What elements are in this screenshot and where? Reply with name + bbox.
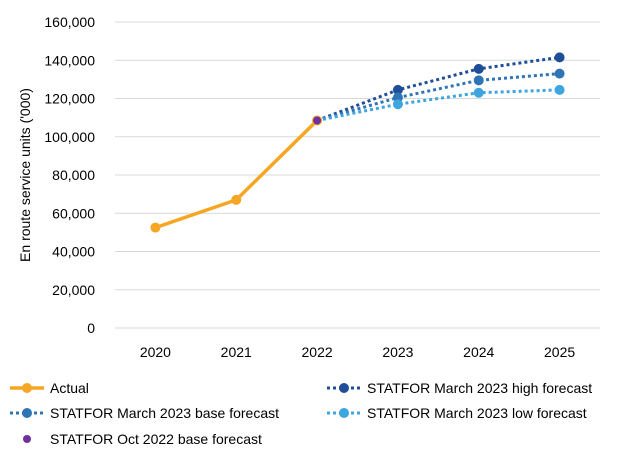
- legend-item: STATFOR March 2023 base forecast: [10, 405, 279, 421]
- y-tick-label: 100,000: [44, 129, 95, 145]
- y-tick-label: 140,000: [44, 52, 95, 68]
- series-line: [316, 55, 560, 122]
- y-tick-label: 80,000: [52, 167, 95, 183]
- grid-layer: [115, 21, 600, 329]
- series-line: [316, 88, 560, 122]
- y-tick-label: 60,000: [52, 205, 95, 221]
- series-group: [313, 116, 322, 125]
- data-point: [554, 68, 565, 79]
- y-tick-label: 120,000: [44, 91, 95, 107]
- legend-label: STATFOR March 2023 base forecast: [50, 405, 279, 421]
- x-tick-label: 2020: [140, 344, 171, 360]
- legend: Actual STATFOR March 2023 high forecast ST…: [10, 380, 592, 447]
- legend-label: STATFOR March 2023 low forecast: [367, 405, 587, 421]
- series-group: [316, 52, 565, 122]
- x-tick-label: 2023: [382, 344, 413, 360]
- data-point: [231, 194, 242, 205]
- y-tick-label: 20,000: [52, 282, 95, 298]
- x-tick-label: 2025: [544, 344, 575, 360]
- legend-item: Actual: [10, 380, 89, 396]
- data-point: [313, 116, 322, 125]
- legend-swatch-marker: [23, 435, 31, 443]
- y-axis-ticks: 0 20,000 40,000 60,000 80,000 100,000 120,000 1…: [44, 14, 95, 336]
- x-axis-ticks: 2020 2021 2022 2023 2024 2025: [140, 344, 576, 360]
- series-group: [316, 84, 565, 122]
- data-point: [473, 75, 484, 86]
- data-point: [554, 84, 565, 95]
- legend-label: STATFOR Oct 2022 base forecast: [50, 431, 262, 447]
- data-point: [554, 52, 565, 63]
- legend-item: STATFOR March 2023 high forecast: [327, 380, 592, 396]
- x-tick-label: 2022: [302, 344, 333, 360]
- legend-swatch-marker: [339, 383, 349, 393]
- data-point: [392, 84, 403, 95]
- x-tick-label: 2024: [463, 344, 494, 360]
- series-group: [150, 115, 323, 233]
- legend-label: STATFOR March 2023 high forecast: [367, 380, 592, 396]
- data-point: [473, 87, 484, 98]
- x-tick-label: 2021: [221, 344, 252, 360]
- y-axis-title: En route service units ('000): [17, 88, 33, 262]
- y-tick-label: 0: [87, 320, 95, 336]
- y-tick-label: 160,000: [44, 14, 95, 30]
- series-line: [316, 72, 560, 122]
- legend-swatch-marker: [22, 383, 32, 393]
- data-point: [150, 222, 161, 233]
- legend-label: Actual: [50, 380, 89, 396]
- legend-swatch-marker: [22, 408, 32, 418]
- y-tick-label: 40,000: [52, 244, 95, 260]
- series-layer: [150, 52, 565, 233]
- data-point: [473, 63, 484, 74]
- data-point: [392, 99, 403, 110]
- legend-swatch-marker: [339, 408, 349, 418]
- legend-item: STATFOR Oct 2022 base forecast: [23, 431, 262, 447]
- legend-item: STATFOR March 2023 low forecast: [327, 405, 587, 421]
